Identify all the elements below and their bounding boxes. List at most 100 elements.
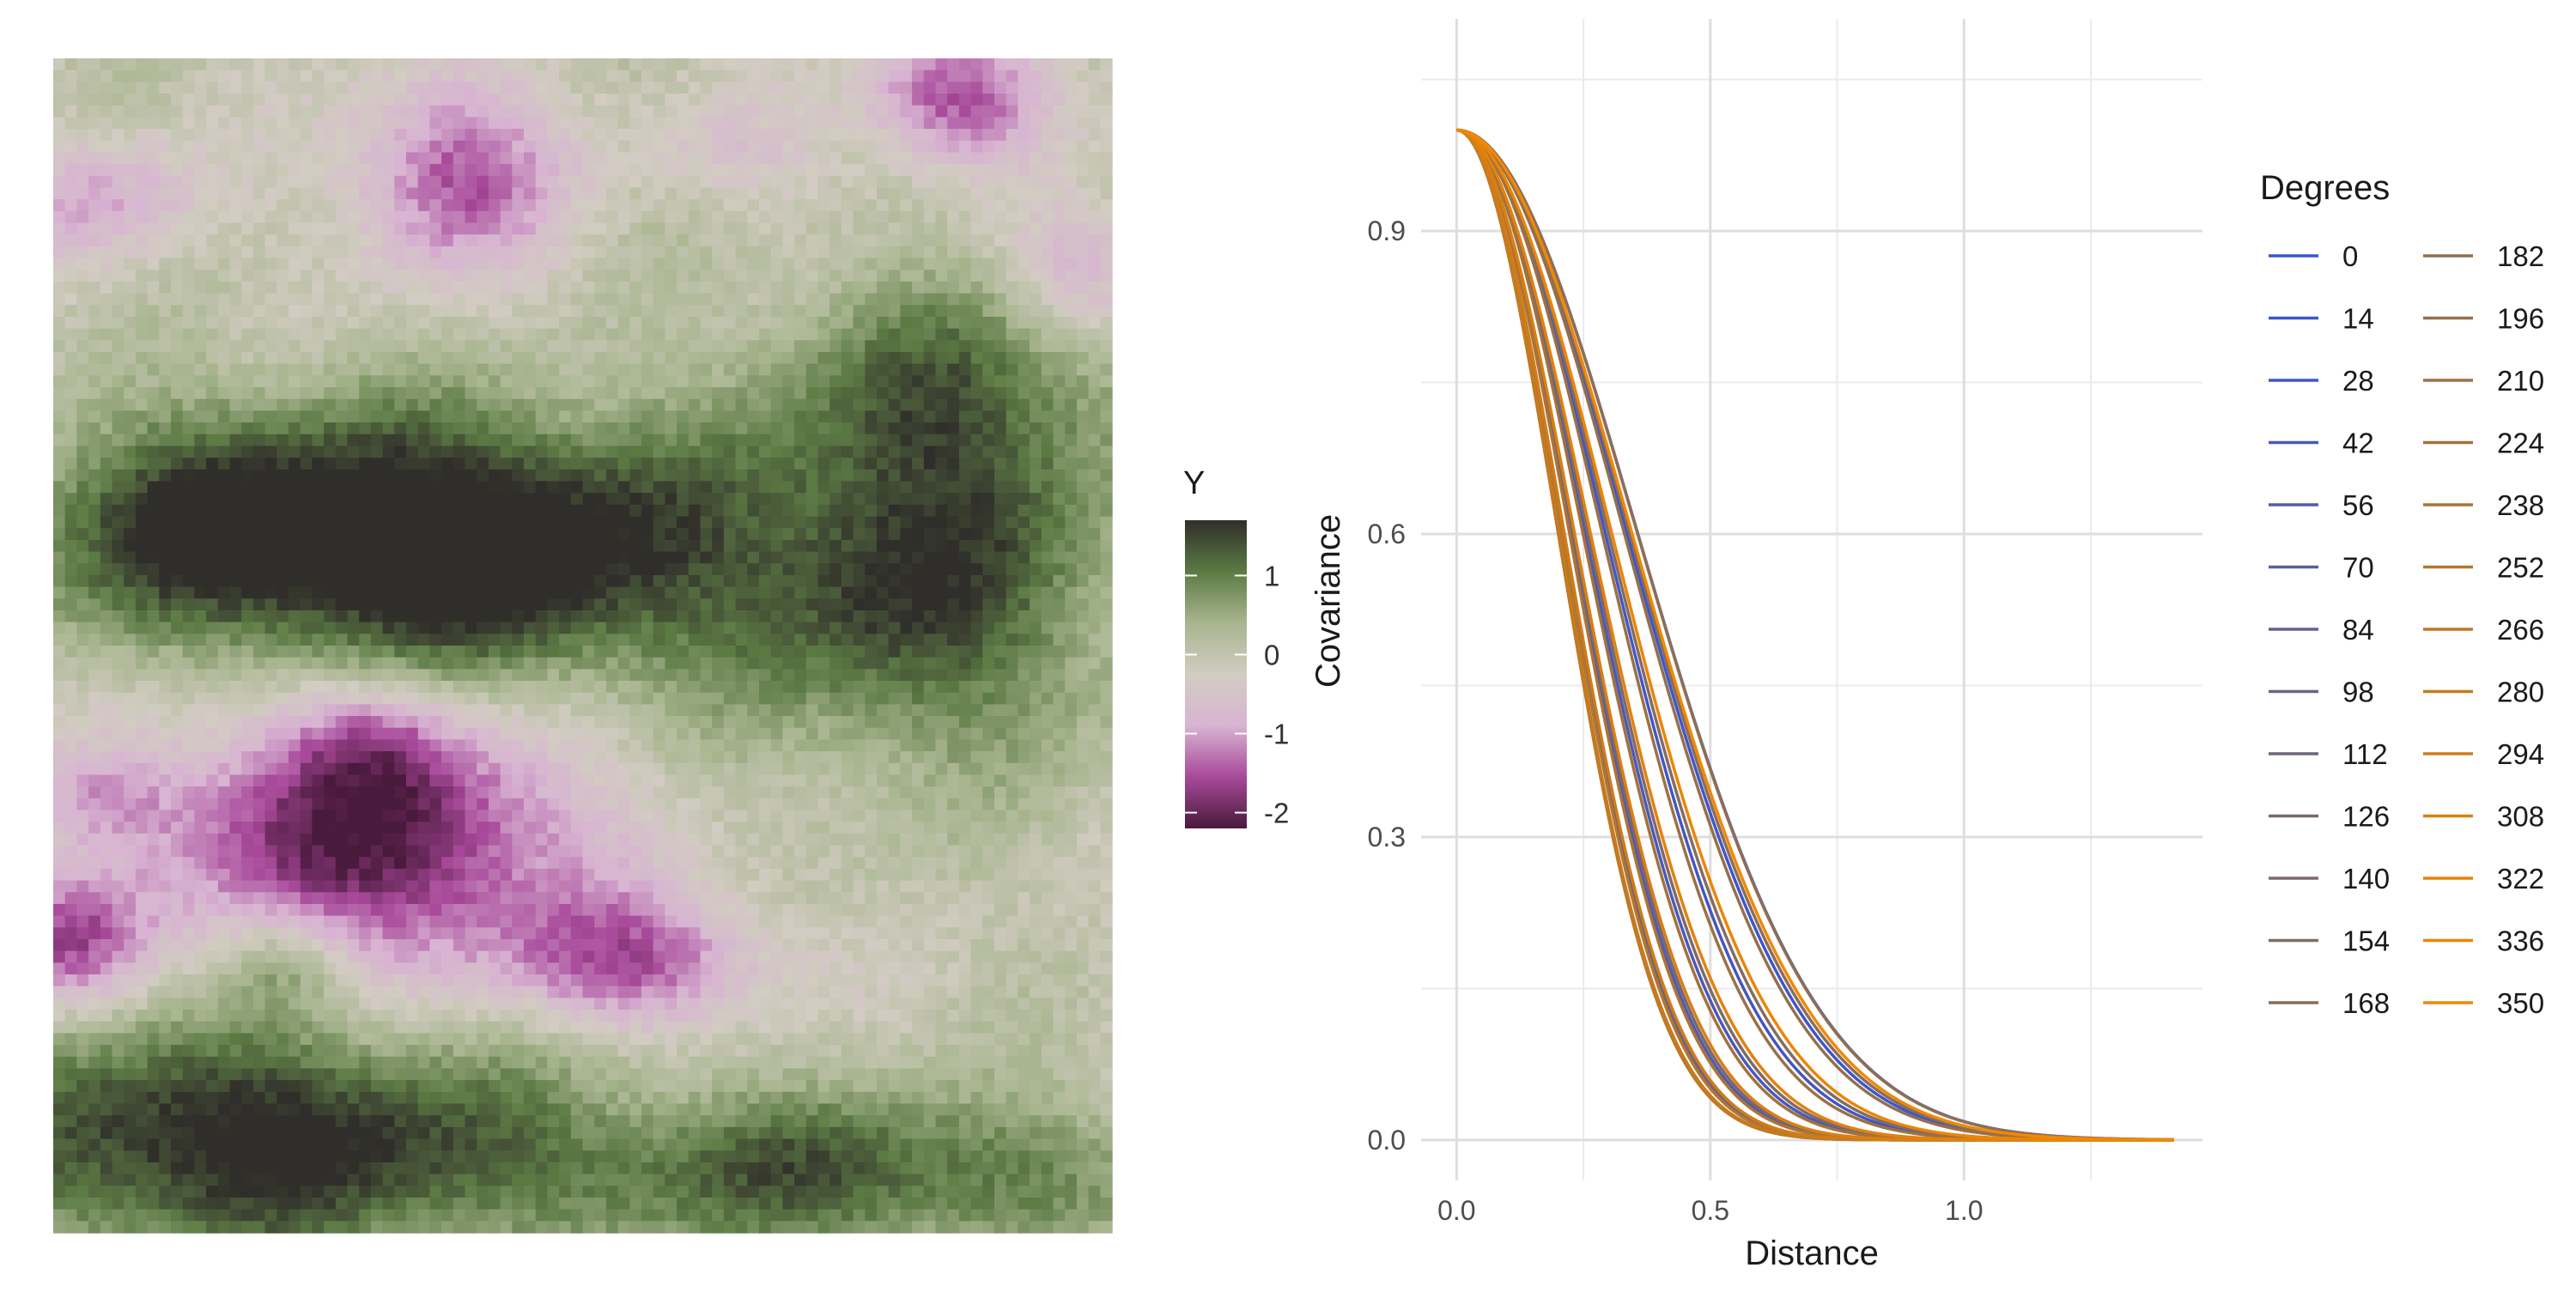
heatmap-cell xyxy=(276,94,289,106)
heatmap-cell xyxy=(371,410,383,422)
heatmap-cell xyxy=(1018,329,1030,341)
heatmap-cell xyxy=(936,58,948,70)
heatmap-cell xyxy=(112,704,125,716)
heatmap-cell xyxy=(441,58,453,70)
heatmap-cell xyxy=(936,364,948,376)
heatmap-cell xyxy=(641,187,653,199)
heatmap-cell xyxy=(536,234,548,246)
heatmap-cell xyxy=(124,164,136,176)
heatmap-cell xyxy=(900,211,912,223)
heatmap-cell xyxy=(1100,94,1112,106)
heatmap-cell xyxy=(947,598,959,610)
heatmap-cell xyxy=(183,575,195,587)
heatmap-cell xyxy=(994,211,1006,223)
heatmap-cell xyxy=(818,176,830,188)
heatmap-cell xyxy=(336,410,348,422)
heatmap-cell xyxy=(477,552,489,564)
heatmap-cell xyxy=(230,82,242,94)
heatmap-cell xyxy=(971,129,983,141)
heatmap-cell xyxy=(806,317,818,329)
heatmap-cell xyxy=(606,505,618,517)
heatmap-cell xyxy=(371,364,383,376)
heatmap-cell xyxy=(301,540,313,552)
heatmap-cell xyxy=(877,58,889,70)
heatmap-cell xyxy=(418,141,430,153)
heatmap-cell xyxy=(406,352,418,364)
heatmap-cell xyxy=(124,70,136,82)
heatmap-cell xyxy=(829,399,841,411)
heatmap-cell xyxy=(100,540,112,552)
heatmap-cell xyxy=(947,82,959,94)
heatmap-cell xyxy=(171,117,183,129)
heatmap-cell xyxy=(183,587,195,599)
heatmap-cell xyxy=(76,58,88,70)
heatmap-cell xyxy=(618,387,630,399)
heatmap-cell xyxy=(124,610,136,622)
heatmap-cell xyxy=(641,669,653,681)
heatmap-cell xyxy=(854,505,866,517)
heatmap-cell xyxy=(65,622,77,634)
heatmap-cell xyxy=(112,129,125,141)
heatmap-cell xyxy=(936,575,948,587)
heatmap-cell xyxy=(771,387,783,399)
heatmap-cell xyxy=(689,387,701,399)
heatmap-cell xyxy=(76,375,88,387)
heatmap-cell xyxy=(1042,305,1054,317)
heatmap-cell xyxy=(1100,598,1112,610)
heatmap-cell xyxy=(794,481,806,493)
heatmap-cell xyxy=(1042,164,1054,176)
heatmap-cell xyxy=(1077,340,1089,352)
heatmap-cell xyxy=(924,94,936,106)
heatmap-cell xyxy=(324,598,336,610)
heatmap-cell xyxy=(806,410,818,422)
heatmap-cell xyxy=(971,282,983,294)
heatmap-cell xyxy=(712,270,724,282)
heatmap-cell xyxy=(265,282,277,294)
heatmap-cell xyxy=(701,305,713,317)
heatmap-cell xyxy=(877,563,889,575)
heatmap-cell xyxy=(1018,387,1030,399)
heatmap-cell xyxy=(477,422,489,434)
heatmap-cell xyxy=(148,505,160,517)
heatmap-cell xyxy=(465,610,477,622)
heatmap-cell xyxy=(653,552,665,564)
heatmap-cell xyxy=(971,387,983,399)
heatmap-cell xyxy=(112,622,125,634)
heatmap-cell xyxy=(829,70,841,82)
heatmap-cell xyxy=(818,58,830,70)
heatmap-cell xyxy=(265,187,277,199)
heatmap-cell xyxy=(736,329,748,341)
heatmap-cell xyxy=(971,528,983,540)
heatmap-cell xyxy=(806,294,818,306)
heatmap-cell xyxy=(465,223,477,235)
heatmap-cell xyxy=(194,422,206,434)
heatmap-cell xyxy=(701,481,713,493)
heatmap-cell xyxy=(429,94,441,106)
heatmap-cell xyxy=(183,434,195,446)
heatmap-cell xyxy=(759,598,771,610)
heatmap-cell xyxy=(453,646,465,658)
heatmap-cell xyxy=(136,493,148,505)
heatmap-cell xyxy=(1018,352,1030,364)
heatmap-cell xyxy=(276,493,289,505)
heatmap-cell xyxy=(489,141,501,153)
heatmap-cell xyxy=(641,282,653,294)
heatmap-cell xyxy=(241,94,253,106)
heatmap-cell xyxy=(665,505,677,517)
heatmap-cell xyxy=(971,610,983,622)
heatmap-cell xyxy=(594,481,606,493)
heatmap-cell xyxy=(383,528,395,540)
heatmap-cell xyxy=(689,610,701,622)
heatmap-cell xyxy=(336,575,348,587)
heatmap-cell xyxy=(947,223,959,235)
heatmap-cell xyxy=(512,481,524,493)
heatmap-cell xyxy=(653,58,665,70)
heatmap-cell xyxy=(782,106,794,118)
heatmap-cell xyxy=(771,152,783,164)
heatmap-cell xyxy=(900,282,912,294)
heatmap-cell xyxy=(441,410,453,422)
heatmap-cell xyxy=(1042,141,1054,153)
heatmap-cell xyxy=(665,563,677,575)
heatmap-cell xyxy=(206,552,218,564)
heatmap-cell xyxy=(936,305,948,317)
